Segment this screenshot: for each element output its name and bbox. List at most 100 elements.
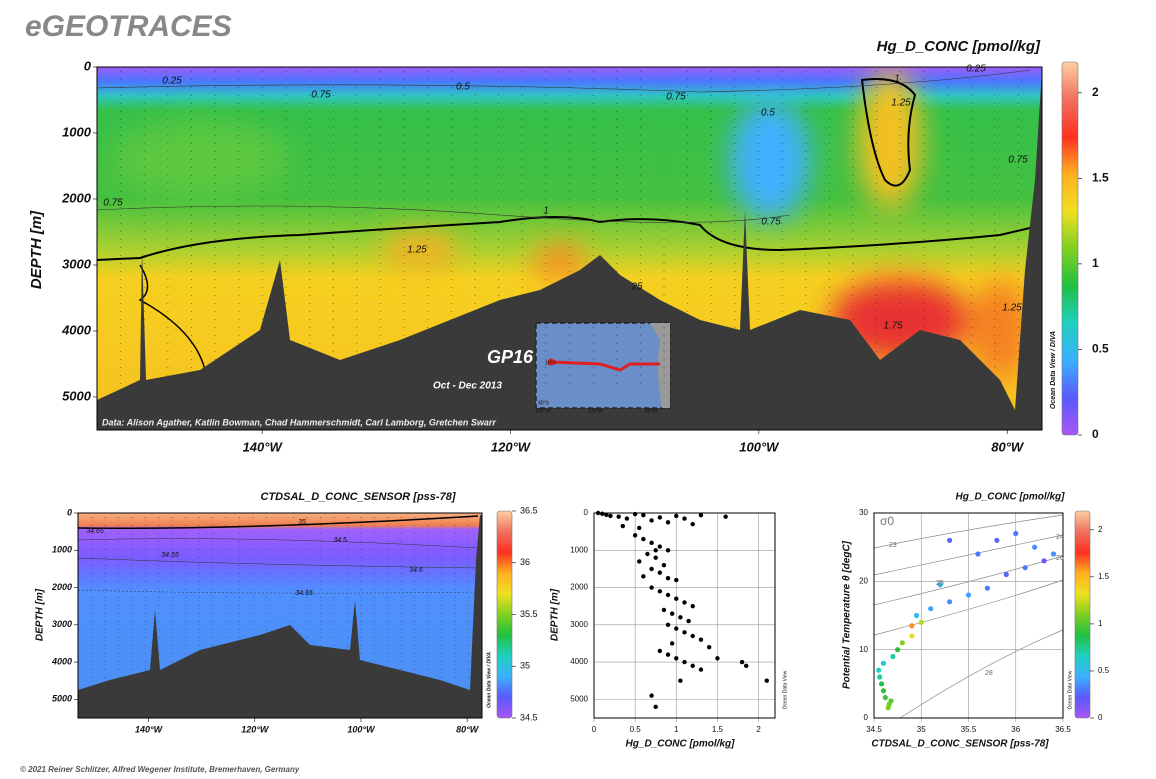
y-tick-label: 0 [84, 58, 92, 73]
point [608, 513, 613, 519]
point [595, 510, 601, 516]
colorbar-tick-label: 1 [1098, 619, 1103, 628]
x-tick-label: 140°W [135, 724, 164, 734]
point [665, 576, 671, 581]
colorbar-tick-label: 1.5 [1092, 171, 1109, 185]
contour-label: 0.75 [311, 90, 331, 101]
point [682, 659, 687, 665]
point [882, 694, 888, 701]
point [895, 647, 901, 653]
point [653, 555, 658, 560]
point [661, 607, 667, 613]
y-axis-label: Potential Temperature θ [degC] [842, 540, 853, 689]
contour-label: 0.75 [761, 217, 781, 228]
point [674, 656, 679, 661]
contour-label: 34.65 [86, 528, 104, 535]
point [698, 637, 704, 642]
colorbar [1074, 510, 1091, 719]
y-axis-label: DEPTH [m] [35, 588, 46, 641]
point [665, 652, 671, 657]
watermark: Ocean Data View [1067, 670, 1073, 709]
point [686, 618, 691, 624]
point [899, 640, 905, 646]
point [657, 648, 663, 654]
point [682, 600, 687, 605]
copyright: © 2021 Reiner Schlitzer, Alfred Wegener … [20, 765, 300, 774]
point [665, 548, 671, 553]
point [876, 667, 882, 673]
y-tick-label: 2000 [51, 582, 72, 592]
colorbar [1061, 61, 1079, 436]
colorbar-tick-label: 34.5 [520, 712, 538, 722]
point [698, 513, 704, 518]
y-tick-label: 5000 [570, 694, 588, 703]
point [877, 674, 883, 680]
point [641, 536, 646, 542]
point [674, 596, 679, 601]
y-tick-label: 0 [864, 713, 869, 722]
colorbar [496, 510, 513, 719]
point [624, 516, 630, 521]
isopycnal-label: 25 [936, 580, 944, 587]
point [723, 514, 728, 519]
point [649, 518, 654, 523]
contour-label: 34.5 [333, 537, 347, 544]
colorbar-tick-label: 36 [520, 557, 530, 567]
y-tick-label: 4000 [61, 322, 92, 337]
point [620, 523, 625, 529]
contour-label: 0.75 [103, 198, 123, 209]
point [665, 622, 671, 628]
y-tick-label: 4000 [51, 656, 72, 666]
point [764, 678, 769, 683]
x-tick-label: 36.5 [1055, 725, 1071, 734]
point [665, 592, 671, 598]
point [888, 698, 894, 704]
point [880, 660, 887, 666]
x-tick-label: 120°W [241, 724, 270, 734]
point [1003, 571, 1009, 578]
colorbar-tick-label: 0 [1098, 713, 1103, 722]
point [669, 611, 675, 616]
y-axis-label: DEPTH [m] [28, 210, 45, 289]
x-tick-label: 36 [1011, 725, 1020, 734]
x-tick-label: 0.5 [630, 725, 642, 734]
point [674, 577, 679, 583]
y-tick-label: 4000 [570, 657, 588, 666]
contour-label: 1.25 [407, 245, 427, 256]
contour-label: 35 [298, 519, 306, 526]
plot-frame [77, 512, 483, 719]
point [669, 641, 675, 646]
contour-label: 1.75 [883, 321, 903, 332]
point [909, 623, 915, 629]
plot-frame [873, 512, 1064, 719]
y-tick-label: 0 [67, 507, 72, 517]
isopycnal-label: 26 [1056, 555, 1064, 562]
colorbar-tick-label: 2 [1092, 85, 1099, 99]
y-tick-label: 10 [859, 645, 868, 654]
point [994, 537, 1000, 543]
point [637, 559, 642, 564]
salinity-field [78, 513, 482, 718]
x-tick-label: 35 [917, 725, 926, 734]
x-tick-label: 140°W [243, 439, 284, 454]
watermark: Ocean Data View [782, 670, 788, 709]
point [657, 515, 663, 520]
point [600, 511, 605, 516]
contour-label: 1 [543, 206, 549, 217]
point [965, 592, 972, 598]
colorbar-tick-label: 1.5 [1098, 572, 1110, 581]
x-tick-label: 1 [674, 725, 679, 734]
y-tick-label: 5000 [52, 694, 72, 704]
x-axis-label: CTDSAL_D_CONC_SENSOR [pss-78] [871, 739, 1049, 750]
colorbar-tick-label: 36.5 [520, 505, 538, 515]
point [674, 626, 679, 631]
point [880, 688, 887, 694]
point [649, 540, 654, 546]
x-tick-label: 0 [592, 725, 597, 734]
point [1013, 530, 1019, 537]
plot-frame [593, 512, 776, 719]
point [690, 633, 695, 639]
y-axis-label: DEPTH [m] [550, 588, 561, 641]
x-tick-label: 35.5 [961, 725, 977, 734]
